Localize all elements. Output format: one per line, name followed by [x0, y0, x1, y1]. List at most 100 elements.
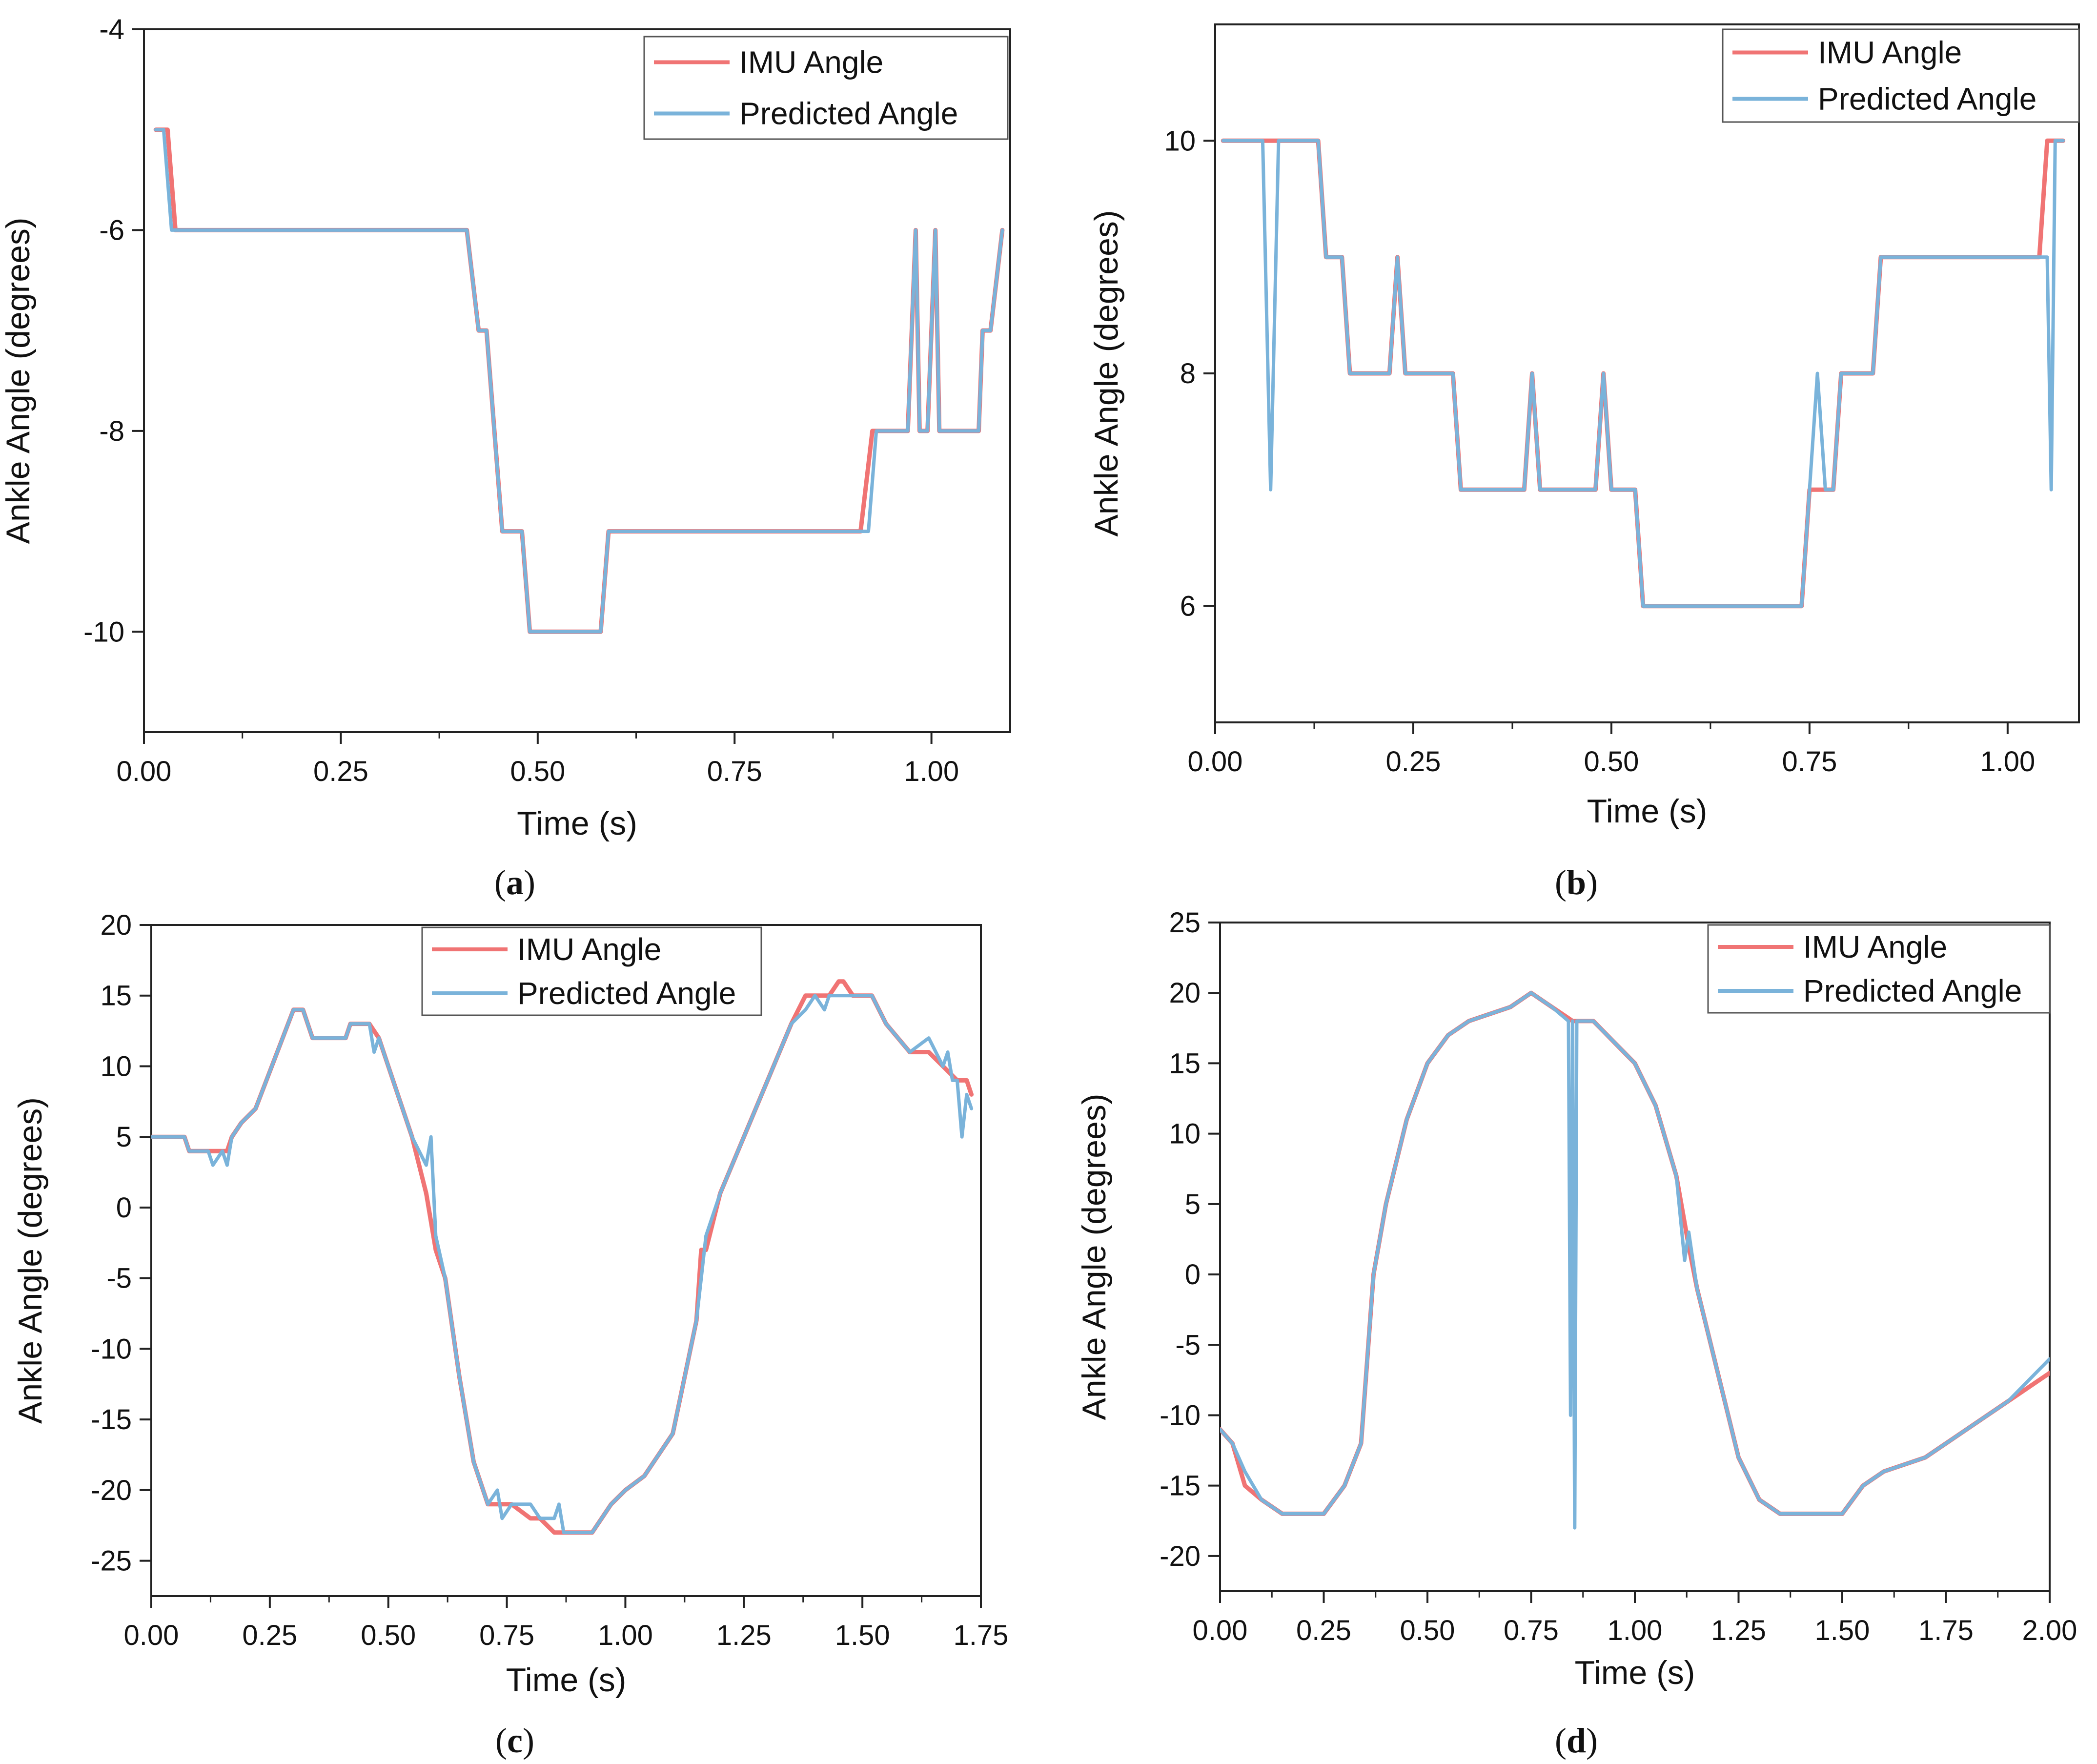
chart-d-ytick-label: 20: [1169, 977, 1201, 1009]
chart-a-series-predicted-angle-line: [154, 128, 1004, 634]
chart-c-legend-box: [421, 926, 762, 1016]
chart-a-xtick-label: 0.75: [707, 756, 762, 787]
chart-a-caption: (a): [494, 863, 535, 902]
chart-b-series-predicted-angle-line: [1221, 139, 2065, 608]
chart-c-legend-label-predicted-angle: Predicted Angle: [517, 976, 736, 1011]
chart-c-legend-label-imu-angle: IMU Angle: [517, 932, 661, 967]
chart-b-legend-box: [1722, 28, 2080, 123]
chart-d-legend-label-predicted-angle: Predicted Angle: [1803, 973, 2022, 1008]
chart-c-ytick-label: 5: [116, 1121, 132, 1153]
chart-b-xtick-label: 0.25: [1386, 746, 1441, 778]
chart-a: 0.00 0.25 0.50 0.75 1.00 -4 -6 -8 -10 Time (s) Ank…: [0, 14, 1011, 902]
chart-a-xtick-label: 1.00: [904, 756, 959, 787]
chart-b-legend-label-predicted-angle: Predicted Angle: [1818, 82, 2036, 117]
chart-a-xtick-label: 0.00: [117, 756, 172, 787]
chart-c-ytick-label: 0: [116, 1192, 132, 1224]
chart-a-ytick-label: -4: [99, 14, 124, 45]
chart-c: 0.00 0.25 0.50 0.75 1.00 1.25 1.50 1.75 20 15 10 5 0…: [12, 909, 1008, 1760]
chart-c-caption: (c): [495, 1721, 534, 1760]
chart-b-legend-label-imu-angle: IMU Angle: [1818, 35, 1962, 70]
chart-a-xtick-label: 0.50: [510, 756, 565, 787]
chart-d-series-group: [1220, 990, 2050, 1530]
chart-b-plot-frame: [1214, 23, 2080, 723]
chart-c-ytick-label: -25: [91, 1545, 132, 1577]
chart-c-xtick-label: 1.75: [954, 1620, 1009, 1651]
chart-c-series-group: [151, 979, 974, 1535]
chart-d-ytick-label: 15: [1169, 1047, 1201, 1079]
chart-d-ytick-label: 5: [1185, 1189, 1201, 1220]
chart-c-xtick-label: 0.00: [124, 1620, 179, 1651]
chart-d-ytick-label: -15: [1160, 1470, 1201, 1502]
chart-d-legend: IMU Angle Predicted Angle: [1707, 924, 2051, 1014]
chart-d-xtick-label: 1.00: [1608, 1615, 1663, 1646]
chart-d-xlabel: Time (s): [1575, 1654, 1695, 1691]
chart-d: 0.00 0.25 0.50 0.75 1.00 1.25 1.50 1.75 2.00 25 20…: [1076, 907, 2077, 1760]
chart-a-legend: IMU Angle Predicted Angle: [643, 36, 1009, 140]
chart-c-xtick-label: 1.00: [598, 1620, 653, 1651]
chart-c-ytick-label: -10: [91, 1333, 132, 1365]
chart-c-ytick-label: -20: [91, 1475, 132, 1506]
chart-c-series-predicted-angle-line: [151, 994, 974, 1535]
chart-b-ytick-label: 10: [1164, 125, 1196, 157]
chart-d-xtick-label: 1.50: [1815, 1615, 1870, 1646]
chart-a-plot-frame: [143, 28, 1011, 733]
chart-d-ytick-label: 25: [1169, 907, 1201, 939]
chart-b-series-group: [1221, 138, 2065, 609]
chart-c-ytick-label: 20: [100, 909, 132, 941]
chart-d-xtick-label: 0.75: [1504, 1615, 1559, 1646]
chart-d-xtick-label: 0.00: [1193, 1615, 1248, 1646]
chart-a-series-group: [153, 127, 1005, 634]
chart-d-ytick-label: 10: [1169, 1118, 1201, 1150]
chart-d-xtick-label: 2.00: [2022, 1615, 2077, 1646]
chart-b: 0.00 0.25 0.50 0.75 1.00 10 8 6 Time (s) Ankle An…: [1088, 23, 2080, 902]
chart-b-xlabel: Time (s): [1587, 793, 1708, 830]
chart-a-ytick-label: -8: [99, 415, 124, 447]
chart-a-legend-label-predicted-angle: Predicted Angle: [739, 96, 958, 131]
chart-b-xtick-label: 0.50: [1584, 746, 1639, 778]
chart-d-plot-frame: [1219, 922, 2051, 1592]
chart-a-ytick-label: -6: [99, 214, 124, 246]
chart-c-ytick-label: 15: [100, 980, 132, 1012]
chart-d-xtick-label: 1.25: [1711, 1615, 1766, 1646]
chart-a-ytick-label: -10: [83, 616, 124, 648]
chart-d-xtick-label: 1.75: [1918, 1615, 1974, 1646]
chart-c-legend: IMU Angle Predicted Angle: [421, 926, 762, 1016]
chart-b-legend: IMU Angle Predicted Angle: [1722, 28, 2080, 123]
chart-c-ytick-label: -5: [106, 1263, 132, 1294]
chart-b-ytick-label: 6: [1180, 591, 1196, 622]
chart-c-xtick-label: 1.25: [716, 1620, 772, 1651]
chart-a-xlabel: Time (s): [517, 805, 637, 842]
chart-a-legend-label-imu-angle: IMU Angle: [739, 45, 883, 80]
chart-c-xtick-label: 1.50: [835, 1620, 890, 1651]
chart-d-ytick-label: 0: [1185, 1259, 1201, 1291]
chart-d-caption: (d): [1555, 1721, 1598, 1760]
chart-a-xtick-label: 0.25: [313, 756, 368, 787]
chart-b-ytick-label: 8: [1180, 358, 1196, 390]
chart-c-ytick-label: 10: [100, 1050, 132, 1082]
chart-a-ylabel: Ankle Angle (degrees): [0, 217, 37, 544]
chart-d-ylabel: Ankle Angle (degrees): [1076, 1093, 1113, 1420]
chart-d-ytick-label: -20: [1160, 1540, 1201, 1572]
chart-c-ylabel: Ankle Angle (degrees): [12, 1097, 49, 1424]
chart-d-xtick-label: 0.25: [1296, 1615, 1351, 1646]
chart-c-xtick-label: 0.75: [479, 1620, 534, 1651]
chart-c-plot-frame: [150, 924, 982, 1597]
chart-b-xtick-label: 1.00: [1980, 746, 2035, 778]
chart-d-series-imu-angle-line: [1220, 990, 2050, 1516]
chart-b-ylabel: Ankle Angle (degrees): [1088, 210, 1125, 536]
chart-d-xtick-label: 0.50: [1400, 1615, 1455, 1646]
chart-b-xtick-label: 0.75: [1782, 746, 1837, 778]
chart-d-ytick-label: -5: [1175, 1329, 1201, 1361]
chart-c-xlabel: Time (s): [506, 1661, 627, 1699]
chart-a-legend-box: [643, 36, 1009, 140]
chart-d-legend-label-imu-angle: IMU Angle: [1803, 929, 1947, 964]
chart-a-series-imu-angle-line: [153, 127, 1005, 634]
chart-d-ytick-label: -10: [1160, 1399, 1201, 1431]
chart-d-series-predicted-angle-line: [1220, 991, 2050, 1530]
chart-c-ytick-label: -15: [91, 1404, 132, 1436]
chart-d-legend-box: [1707, 924, 2051, 1014]
chart-c-xtick-label: 0.25: [242, 1620, 297, 1651]
chart-b-xtick-label: 0.00: [1188, 746, 1243, 778]
chart-c-xtick-label: 0.50: [361, 1620, 416, 1651]
